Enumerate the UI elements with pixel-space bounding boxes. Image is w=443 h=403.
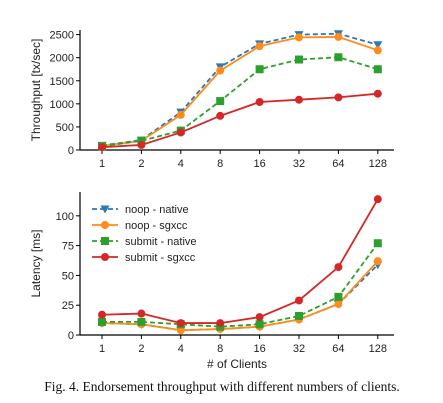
data-point-submit-sgxcc — [373, 195, 382, 204]
data-point-submit-native — [295, 55, 303, 64]
throughput-chart: 0 500 1000 1500 2000 2500 1 2 4 8 16 32 64 128 Through… — [29, 30, 394, 170]
data-point-submit-sgxcc — [334, 263, 343, 272]
data-point-noop-sgxcc — [373, 46, 382, 55]
series-line-submit-native — [102, 242, 379, 328]
data-point-submit-native — [216, 97, 225, 106]
y-tick-label: 0 — [68, 330, 74, 342]
y-tick-label: 100 — [56, 211, 74, 223]
x-tick-label: 4 — [178, 343, 184, 355]
series-line-noop-sgxcc — [101, 36, 379, 147]
x-tick-label: 128 — [369, 343, 387, 355]
data-point-submit-native — [295, 311, 303, 320]
data-point-noop-sgxcc — [216, 66, 225, 75]
data-point-submit-sgxcc — [98, 310, 106, 319]
x-tick-label: 2 — [138, 343, 144, 355]
data-point-submit-sgxcc — [295, 296, 303, 305]
series-line-noop-sgxcc — [101, 260, 379, 332]
x-tick-label: 16 — [253, 343, 265, 355]
y-tick-label: 500 — [56, 122, 74, 134]
data-point-submit-native — [334, 292, 343, 301]
data-point-submit-sgxcc — [137, 309, 146, 318]
data-point-submit-sgxcc — [137, 140, 146, 149]
data-point-submit-native — [334, 53, 343, 62]
data-point-noop-sgxcc — [334, 32, 343, 41]
series-line-submit-sgxcc — [101, 198, 379, 324]
y-tick-label: 75 — [62, 241, 74, 253]
data-point-submit-native — [373, 65, 382, 74]
data-point-submit-native — [255, 65, 264, 74]
data-point-submit-sgxcc — [295, 95, 303, 104]
x-tick-label: 32 — [293, 343, 305, 355]
legend-marker-submit-sgxcc — [101, 253, 109, 261]
x-tick-label: 128 — [369, 158, 387, 170]
data-point-noop-sgxcc — [295, 33, 303, 42]
x-tick-label: 64 — [332, 343, 344, 355]
data-point-noop-sgxcc — [334, 300, 343, 309]
data-point-noop-sgxcc — [176, 110, 185, 119]
legend-label-submit-native: submit - native — [125, 236, 197, 248]
data-point-noop-sgxcc — [373, 257, 382, 266]
y-tick-label: 50 — [62, 270, 74, 282]
data-point-submit-sgxcc — [176, 319, 185, 328]
legend-label-submit-sgxcc: submit - sgxcc — [125, 252, 196, 264]
y-axis-title: Latency [ms] — [29, 229, 43, 297]
legend-marker-submit-native — [101, 237, 109, 245]
latency-chart: 0 25 50 75 100 1 2 4 8 16 32 64 128 Latency [ms] # of … — [29, 192, 394, 371]
y-tick-label: 25 — [62, 300, 74, 312]
y-tick-label: 1500 — [50, 76, 74, 88]
x-tick-label: 32 — [293, 158, 305, 170]
x-axis-title: # of Clients — [207, 357, 267, 371]
data-point-submit-sgxcc — [176, 128, 185, 137]
x-tick-label: 16 — [253, 158, 265, 170]
y-tick-label: 0 — [68, 145, 74, 157]
series-line-submit-native — [101, 56, 379, 148]
series-line-submit-sgxcc — [101, 92, 378, 149]
legend-label-noop-sgxcc: noop - sgxcc — [125, 220, 188, 232]
x-tick-label: 1 — [99, 158, 105, 170]
y-tick-label: 2000 — [50, 53, 74, 65]
data-point-submit-sgxcc — [334, 93, 343, 102]
x-tick-label: 4 — [178, 158, 184, 170]
data-point-submit-native — [137, 317, 146, 326]
data-point-submit-sgxcc — [373, 89, 382, 98]
legend-marker-noop-sgxcc — [101, 221, 109, 229]
data-point-noop-sgxcc — [255, 42, 264, 51]
data-point-submit-native — [98, 317, 106, 326]
x-tick-label: 2 — [138, 158, 144, 170]
data-point-submit-native — [255, 320, 264, 329]
y-axis-title: Throughput [tx/sec] — [29, 39, 43, 142]
data-point-submit-sgxcc — [216, 319, 225, 328]
x-tick-label: 8 — [217, 158, 223, 170]
data-point-submit-sgxcc — [255, 98, 264, 106]
data-point-submit-native — [137, 136, 146, 145]
figure-caption: Fig. 4. Endorsement throughput with diff… — [44, 379, 400, 394]
data-point-submit-native — [373, 239, 382, 248]
x-tick-label: 8 — [217, 343, 223, 355]
x-tick-label: 1 — [99, 343, 105, 355]
series-line-noop-native — [101, 32, 379, 147]
y-tick-label: 2500 — [50, 30, 74, 42]
legend-label-noop-native: noop - native — [125, 204, 189, 216]
data-point-submit-sgxcc — [98, 143, 106, 152]
data-point-noop-native — [373, 41, 383, 50]
data-point-submit-sgxcc — [255, 313, 264, 322]
x-tick-label: 64 — [332, 158, 344, 170]
data-point-submit-sgxcc — [216, 111, 225, 120]
legend: noop - native noop - sgxcc submit - native… — [92, 204, 197, 264]
legend-marker-noop-native — [100, 205, 110, 214]
y-tick-label: 1000 — [50, 99, 74, 111]
